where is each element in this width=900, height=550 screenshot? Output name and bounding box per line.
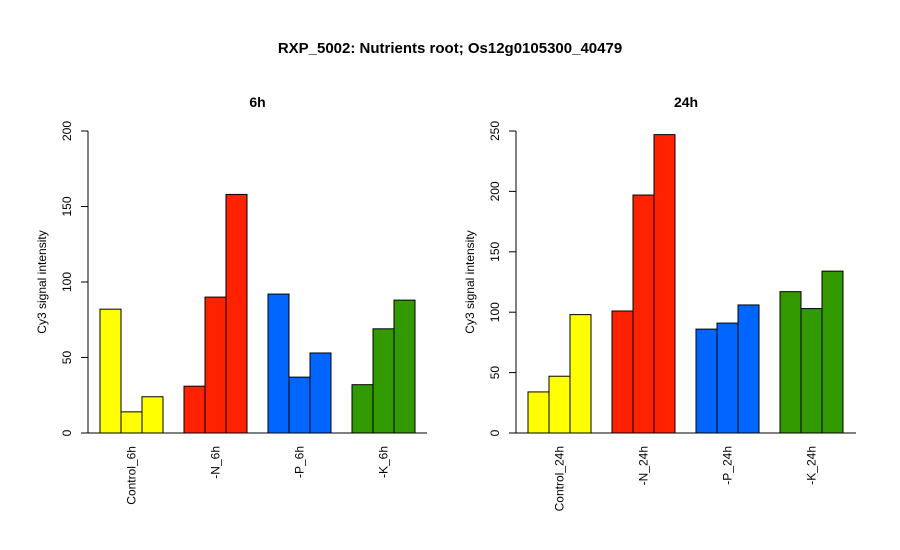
bar [716, 322, 739, 434]
y-tick-label: 250 [488, 121, 502, 141]
y-tick-label: 100 [488, 302, 502, 322]
bar [393, 299, 416, 434]
bar [653, 134, 676, 434]
y-tick-label: 100 [60, 272, 74, 292]
bar [695, 328, 718, 434]
y-tick-label: 150 [60, 196, 74, 216]
bar [183, 385, 206, 434]
y-axis-label: Cy3 signal intensity [463, 230, 477, 333]
x-tick-label: Control_6h [125, 446, 139, 505]
x-tick-label: -K_24h [805, 446, 819, 485]
x-tick-label: -N_6h [209, 446, 223, 479]
y-tick-label: 0 [488, 429, 502, 436]
bar [611, 310, 634, 434]
bar [99, 308, 122, 434]
bar [372, 328, 395, 434]
bar [632, 194, 655, 434]
panel-24h: 24h 0 50 100 150 200 250 Cy3 signal intensity Co… [463, 94, 856, 511]
bar [527, 391, 550, 434]
x-tick-label: -P_24h [721, 446, 735, 485]
x-tick-label: Control_24h [553, 446, 567, 511]
bar [204, 296, 227, 434]
bar [225, 193, 248, 434]
bar [569, 314, 592, 434]
y-tick-label: 50 [488, 366, 502, 380]
panel-title: 24h [674, 94, 698, 110]
bar [141, 396, 164, 434]
y-tick-label: 200 [488, 181, 502, 201]
bar [288, 376, 311, 434]
bar [737, 304, 760, 434]
x-tick-label: -N_24h [637, 446, 651, 485]
y-tick-label: 0 [60, 429, 74, 436]
bar [800, 308, 823, 434]
bar [548, 375, 571, 434]
bar [351, 384, 374, 434]
bar [309, 352, 332, 434]
bar [267, 293, 290, 434]
y-tick-label: 50 [60, 351, 74, 365]
panel-title: 6h [249, 94, 265, 110]
panel-6h: 6h 0 50 100 150 200 Cy3 signal intensity Contro… [35, 94, 427, 505]
bar [120, 411, 143, 434]
chart-title: RXP_5002: Nutrients root; Os12g0105300_4… [278, 40, 622, 57]
x-tick-label: -K_6h [377, 446, 391, 478]
bar [779, 291, 802, 434]
y-axis-label: Cy3 signal intensity [35, 230, 49, 333]
bar [821, 270, 844, 434]
y-tick-label: 150 [488, 241, 502, 261]
y-tick-label: 200 [60, 121, 74, 141]
x-tick-label: -P_6h [293, 446, 307, 478]
